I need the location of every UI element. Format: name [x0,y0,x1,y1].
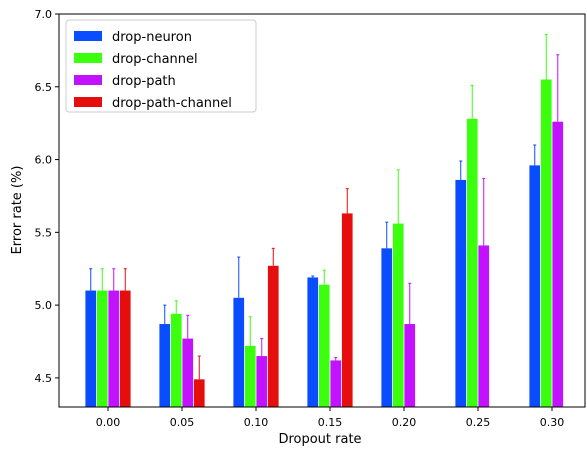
y-tick-label-6.0: 6.0 [35,154,53,167]
x-tick-label-0.00: 0.00 [96,416,121,429]
bar-drop-neuron-0.10 [233,297,245,407]
axes-group: 4.5 5.0 5.5 6.0 6.5 7.0 0.00 0.05 0.10 0.15 0.20 0.… [35,8,586,429]
bar-drop-channel-0.00 [96,290,108,407]
legend-swatch-drop-neuron [74,31,102,41]
x-tick-label-0.05: 0.05 [170,416,195,429]
x-tick-label-0.10: 0.10 [244,416,269,429]
x-tick-label-0.30: 0.30 [540,416,565,429]
bar-drop-path-0.30 [552,121,564,408]
x-axis-label: Dropout rate [278,432,361,447]
bar-drop-neuron-0.25 [455,179,467,407]
bar-drop-channel-0.05 [170,313,182,407]
bar-drop-path-0.05 [182,338,194,407]
bar-drop-path-0.20 [404,324,416,407]
legend-label-drop-channel: drop-channel [112,52,198,67]
bar-drop-path-channel-0.05 [193,379,205,407]
bar-drop-path-0.00 [108,290,120,407]
legend-box [65,19,257,113]
bar-drop-neuron-0.15 [307,277,319,407]
bar-drop-channel-0.25 [466,118,478,408]
legend-swatch-drop-path [74,75,102,85]
bar-drop-path-channel-0.00 [119,290,131,407]
bar-drop-path-0.10 [256,356,268,407]
y-axis-label: Error rate (%) [10,166,25,255]
plot-frame [58,13,586,408]
legend-label-drop-path-channel: drop-path-channel [112,96,232,111]
y-tick-label-5.0: 5.0 [35,299,53,312]
bars-group [85,79,564,408]
bar-drop-path-channel-0.10 [267,265,279,407]
y-tick-label-4.5: 4.5 [35,372,53,385]
legend-label-drop-neuron: drop-neuron [112,30,192,45]
bar-drop-channel-0.20 [392,223,404,407]
bar-drop-path-0.25 [478,245,490,407]
x-tick-label-0.15: 0.15 [318,416,343,429]
error-bars-group [89,33,560,380]
bar-drop-channel-0.10 [244,345,256,407]
legend-swatch-drop-path-channel [74,97,102,107]
x-tick-label-0.25: 0.25 [466,416,491,429]
bar-drop-neuron-0.30 [529,165,541,407]
y-tick-label-6.5: 6.5 [35,81,53,94]
bar-drop-path-channel-0.15 [341,213,353,407]
legend: drop-neuron drop-channel drop-path drop-pat… [65,19,257,113]
bar-drop-neuron-0.05 [159,324,171,407]
bar-drop-neuron-0.20 [381,248,393,407]
x-tick-label-0.20: 0.20 [392,416,417,429]
y-tick-label-5.5: 5.5 [35,226,53,239]
bar-drop-path-0.15 [330,360,342,407]
bar-drop-neuron-0.00 [85,290,97,407]
legend-swatch-drop-channel [74,53,102,63]
bar-drop-channel-0.15 [318,284,330,407]
y-tick-label-7.0: 7.0 [35,8,53,21]
bar-drop-channel-0.30 [540,79,552,407]
legend-label-drop-path: drop-path [112,74,176,89]
